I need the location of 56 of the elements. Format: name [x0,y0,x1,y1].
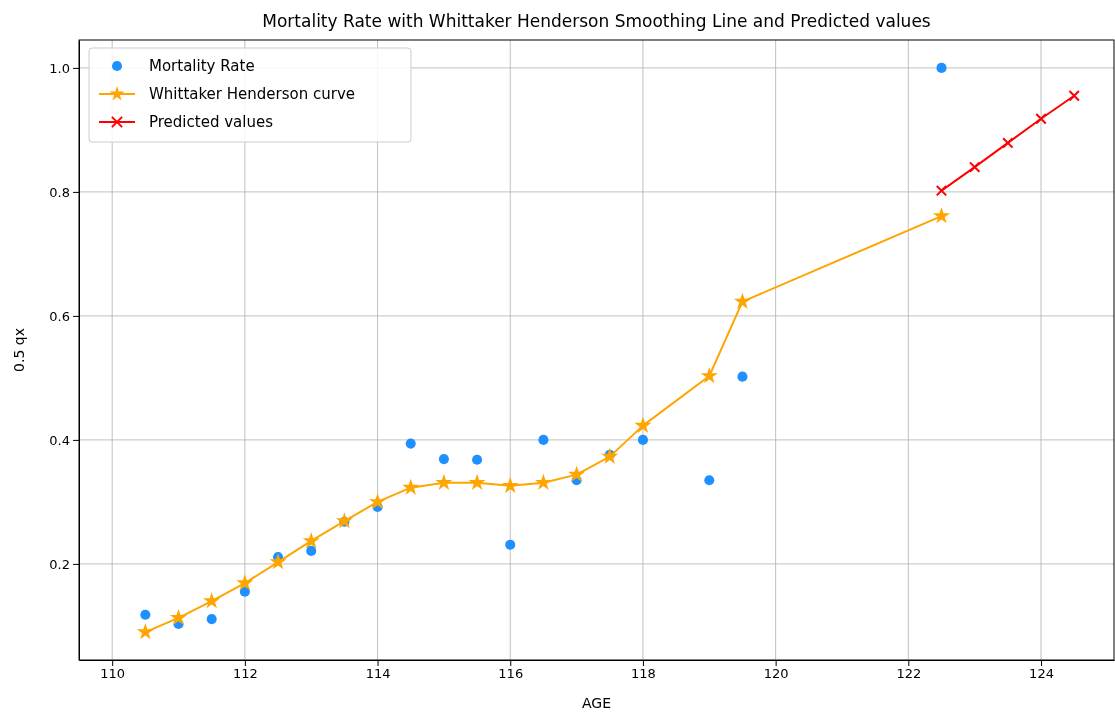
point [968,161,981,173]
point [306,545,317,556]
point [505,539,516,550]
point [236,574,254,591]
y-tick-label: 0.8 [49,184,70,200]
point [136,623,154,640]
point [335,512,353,529]
point [468,473,486,490]
legend-label: Whittaker Henderson curve [149,85,356,103]
point [568,465,586,482]
y-tick-label: 1.0 [49,60,70,76]
x-tick-label: 120 [763,666,789,682]
x-axis-title: AGE [581,695,612,711]
point [438,454,449,465]
point [140,609,151,620]
chart-title: Mortality Rate with Whittaker Henderson Smoothing Line and Predicted values [262,11,931,31]
point [737,371,748,382]
y-tick-label: 0.2 [49,556,70,572]
point [501,476,519,494]
point [402,478,420,495]
x-tick-label: 124 [1029,666,1054,682]
x-tick-label: 116 [498,666,524,682]
point [405,438,416,449]
point [1002,137,1014,149]
point [302,532,320,549]
point [700,367,718,384]
x-tick-label: 110 [100,666,126,682]
y-tick-label: 0.6 [49,308,70,324]
point [601,447,619,464]
point [435,473,453,490]
point [203,592,221,609]
point [534,473,552,490]
point [1035,113,1047,125]
point [932,207,951,224]
point [472,454,483,465]
point [369,492,387,510]
point [1068,90,1080,102]
point [936,62,947,73]
x-tick-label: 118 [631,666,656,682]
point [239,586,250,597]
point [935,184,948,197]
point [206,614,217,625]
point [637,434,648,445]
point [269,553,287,570]
point [634,416,652,433]
legend-label: Predicted values [149,113,274,131]
legend-label: Mortality Rate [149,57,255,75]
x-tick-label: 114 [365,666,391,682]
x-tick-label: 122 [896,666,922,682]
point [704,475,715,486]
x-tick-label: 112 [232,666,258,682]
y-tick-label: 0.4 [49,432,70,448]
y-axis-title: 0.5 qx [11,328,27,372]
point [538,434,549,445]
point [733,292,751,309]
point [170,608,188,626]
